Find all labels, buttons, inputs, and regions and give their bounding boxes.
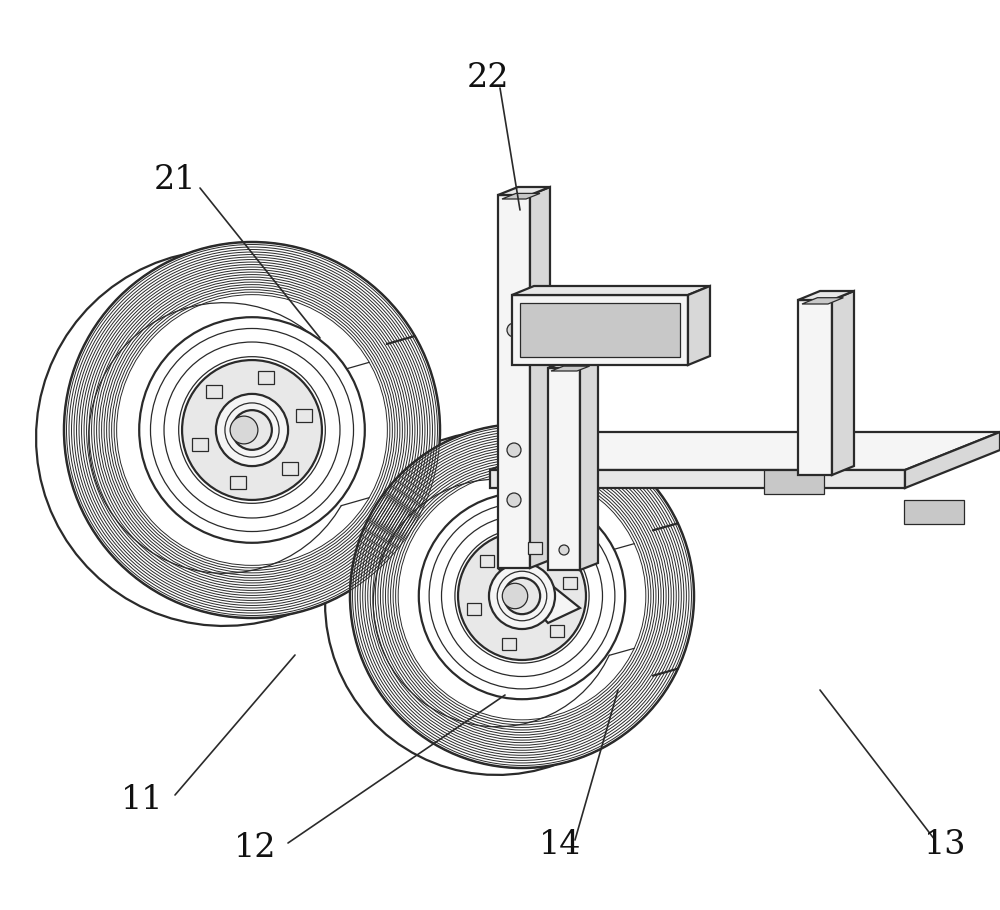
Ellipse shape <box>507 323 521 337</box>
Ellipse shape <box>232 410 272 450</box>
Polygon shape <box>530 187 550 568</box>
Polygon shape <box>296 410 312 422</box>
Ellipse shape <box>350 424 694 768</box>
Ellipse shape <box>489 563 555 629</box>
Polygon shape <box>498 187 550 195</box>
Polygon shape <box>798 291 854 300</box>
Text: 21: 21 <box>154 164 196 196</box>
Polygon shape <box>257 420 517 605</box>
Polygon shape <box>512 295 688 365</box>
Polygon shape <box>548 368 580 570</box>
Polygon shape <box>832 291 854 475</box>
Ellipse shape <box>559 545 569 555</box>
Polygon shape <box>480 555 494 567</box>
Text: 13: 13 <box>924 829 966 861</box>
Polygon shape <box>490 432 1000 470</box>
Polygon shape <box>563 577 577 589</box>
Polygon shape <box>206 385 222 399</box>
Ellipse shape <box>139 318 365 542</box>
Polygon shape <box>502 194 540 199</box>
Text: 22: 22 <box>467 62 509 94</box>
Polygon shape <box>490 470 905 488</box>
Polygon shape <box>904 500 964 524</box>
Polygon shape <box>520 303 680 357</box>
Polygon shape <box>798 300 832 475</box>
Ellipse shape <box>64 242 440 618</box>
Polygon shape <box>550 625 564 637</box>
Polygon shape <box>528 542 542 554</box>
Polygon shape <box>282 461 298 475</box>
Ellipse shape <box>182 360 322 500</box>
Ellipse shape <box>551 313 565 323</box>
Polygon shape <box>467 602 481 615</box>
Ellipse shape <box>230 416 258 444</box>
Text: 14: 14 <box>539 829 581 861</box>
Ellipse shape <box>507 443 521 457</box>
Ellipse shape <box>507 493 521 507</box>
Polygon shape <box>533 298 693 351</box>
Polygon shape <box>498 195 530 568</box>
Polygon shape <box>502 638 516 650</box>
Polygon shape <box>688 286 710 365</box>
Polygon shape <box>548 361 598 368</box>
Polygon shape <box>258 371 274 384</box>
Polygon shape <box>551 366 590 371</box>
Polygon shape <box>580 361 598 570</box>
Ellipse shape <box>502 583 528 609</box>
Polygon shape <box>230 476 246 489</box>
Polygon shape <box>498 568 580 623</box>
Text: 11: 11 <box>121 784 163 816</box>
Polygon shape <box>512 286 710 295</box>
Polygon shape <box>905 432 1000 488</box>
Ellipse shape <box>504 578 540 614</box>
Polygon shape <box>192 438 208 450</box>
Ellipse shape <box>458 532 586 660</box>
Polygon shape <box>802 298 843 304</box>
Polygon shape <box>764 470 824 494</box>
Polygon shape <box>530 302 585 334</box>
Text: 12: 12 <box>234 832 276 864</box>
Ellipse shape <box>419 493 625 699</box>
Ellipse shape <box>216 394 288 466</box>
